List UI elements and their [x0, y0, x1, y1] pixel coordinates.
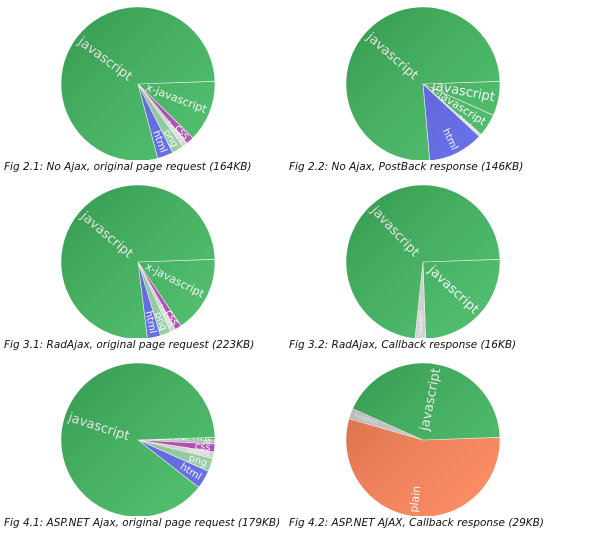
- slice-label: headers: [417, 311, 425, 335]
- chart-caption: Fig 3.2: RadAjax, Callback response (16K…: [289, 339, 517, 351]
- chart-cell: javascript headers javascript Fig 3.2: Rad…: [285, 178, 585, 356]
- chart-caption: Fig 2.1: No Ajax, original page request …: [4, 161, 252, 173]
- pie-chart: javascriptx-javascriptgifcssheaderspnght…: [60, 362, 216, 516]
- chart-caption: Fig 2.2: No Ajax, PostBack response (146…: [289, 161, 524, 173]
- chart-caption: Fig 4.1: ASP.NET Ajax, original page req…: [4, 517, 281, 529]
- chart-caption: Fig 4.2: ASP.NET AJAX, Callback response…: [289, 517, 544, 529]
- pie-chart: javascriptx-javascriptcssheaderspnghtmlj…: [60, 6, 216, 160]
- chart-cell: javascriptx-javascriptcssheaderspnghtmlj…: [0, 178, 300, 356]
- chart-cell: javascript x-javascript headers html javascr…: [285, 0, 585, 178]
- chart-caption: Fig 3.1: RadAjax, original page request …: [4, 339, 255, 351]
- pie-chart: javascriptx-javascriptcssheaderspnghtmlj…: [60, 184, 216, 338]
- chart-cell: javascriptx-javascriptcssheaderspnghtmlj…: [0, 0, 300, 178]
- chart-cell: javascriptx-javascriptgifcssheaderspnght…: [0, 356, 300, 534]
- chart-cell: plain headers javascript Fig 4.2: ASP.NET …: [285, 356, 585, 534]
- pie-chart: javascriptx-javascriptheadershtmljavascr…: [345, 6, 501, 160]
